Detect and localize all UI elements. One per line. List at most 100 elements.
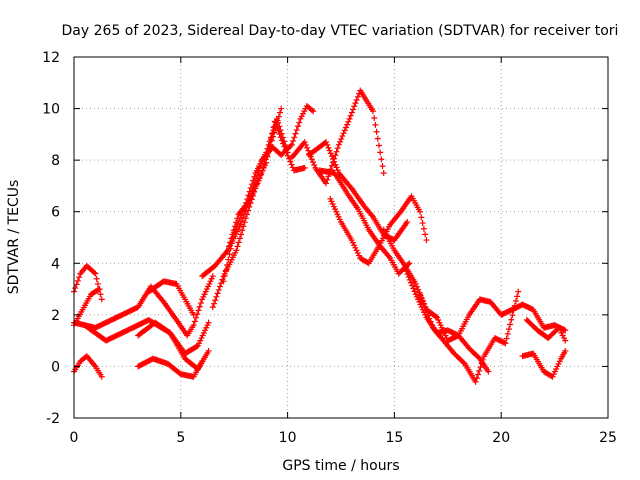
x-tick-labels: 0 5 10 15 20 25 <box>70 430 617 446</box>
data-point <box>92 270 99 277</box>
data-point <box>324 141 331 148</box>
data-point <box>502 340 509 347</box>
data-point <box>91 269 98 276</box>
series-trace-b <box>71 286 103 329</box>
data-point <box>402 265 409 272</box>
data-point <box>230 227 237 234</box>
data-point <box>419 297 426 304</box>
data-point <box>260 164 267 171</box>
series-trace-o <box>316 167 413 277</box>
y-tick-label: 8 <box>51 153 60 169</box>
y-tick-labels: -2 0 2 4 6 8 10 12 <box>42 50 60 427</box>
data-point <box>266 145 273 152</box>
data-point <box>290 137 297 144</box>
y-tick-label: 0 <box>51 359 60 375</box>
series-trace-a <box>71 262 105 303</box>
data-point <box>503 335 510 342</box>
data-point <box>413 283 420 290</box>
data-point <box>562 347 569 354</box>
data-point <box>404 271 411 278</box>
data-point <box>417 291 424 298</box>
chart-title: Day 265 of 2023, Sidereal Day-to-day VTE… <box>62 23 619 39</box>
data-point <box>251 173 258 180</box>
data-point <box>409 282 416 289</box>
data-point <box>194 311 201 318</box>
data-point <box>419 220 426 227</box>
series-trace-c <box>71 353 105 380</box>
data-point <box>310 108 317 115</box>
data-point <box>262 156 269 163</box>
data-point <box>282 141 289 148</box>
x-tick-label: 5 <box>176 430 185 446</box>
data-point <box>301 164 308 171</box>
data-point <box>331 158 338 165</box>
data-point <box>371 115 378 122</box>
data-point <box>233 219 240 226</box>
data-point <box>508 316 515 323</box>
data-point <box>328 153 335 160</box>
data-point <box>94 280 101 287</box>
data-point <box>347 112 354 119</box>
data-point <box>240 223 247 230</box>
data-point <box>411 288 418 295</box>
data-point <box>330 155 337 162</box>
data-point <box>277 127 284 134</box>
data-point <box>195 307 202 314</box>
data-point <box>424 309 431 316</box>
data-point <box>323 180 330 187</box>
data-point <box>422 306 429 313</box>
data-point <box>74 277 81 284</box>
data-point <box>245 192 252 199</box>
data-point <box>562 327 569 334</box>
data-point <box>404 219 411 226</box>
data-point <box>211 300 218 307</box>
data-point <box>256 175 263 182</box>
series-trace-q <box>380 226 569 344</box>
grid-lines <box>74 57 608 418</box>
data-point <box>308 156 315 163</box>
data-point <box>340 130 347 137</box>
data-point <box>342 124 349 131</box>
data-point <box>328 162 335 169</box>
data-point <box>97 291 104 298</box>
data-point <box>233 247 240 254</box>
data-point <box>338 135 345 142</box>
data-point <box>294 123 301 130</box>
data-point <box>296 119 303 126</box>
data-point <box>229 231 236 238</box>
data-point <box>406 276 413 283</box>
data-point <box>239 227 246 234</box>
data-point <box>242 215 249 222</box>
data-point <box>279 134 286 141</box>
data-point <box>281 138 288 145</box>
data-point <box>235 239 242 246</box>
data-point <box>505 326 512 333</box>
data-point <box>301 139 308 146</box>
x-tick-label: 20 <box>492 430 510 446</box>
data-point <box>478 360 485 367</box>
data-point <box>302 141 309 148</box>
data-point <box>334 145 341 152</box>
data-point <box>196 303 203 310</box>
data-point <box>292 130 299 137</box>
data-point <box>244 211 251 218</box>
data-point <box>460 359 467 366</box>
data-point <box>412 280 419 287</box>
data-point <box>337 138 344 145</box>
data-point <box>225 243 232 250</box>
data-point <box>236 235 243 242</box>
x-tick-label: 25 <box>599 430 617 446</box>
data-point <box>304 144 311 151</box>
data-point <box>515 288 522 295</box>
data-point <box>222 267 229 274</box>
data-point <box>221 272 228 279</box>
data-point <box>472 378 479 385</box>
data-point <box>427 318 434 325</box>
y-tick-label: 4 <box>51 256 60 272</box>
data-points <box>71 87 569 385</box>
data-point <box>335 141 342 148</box>
data-point <box>228 235 235 242</box>
data-point <box>269 133 276 140</box>
data-point <box>191 318 198 325</box>
